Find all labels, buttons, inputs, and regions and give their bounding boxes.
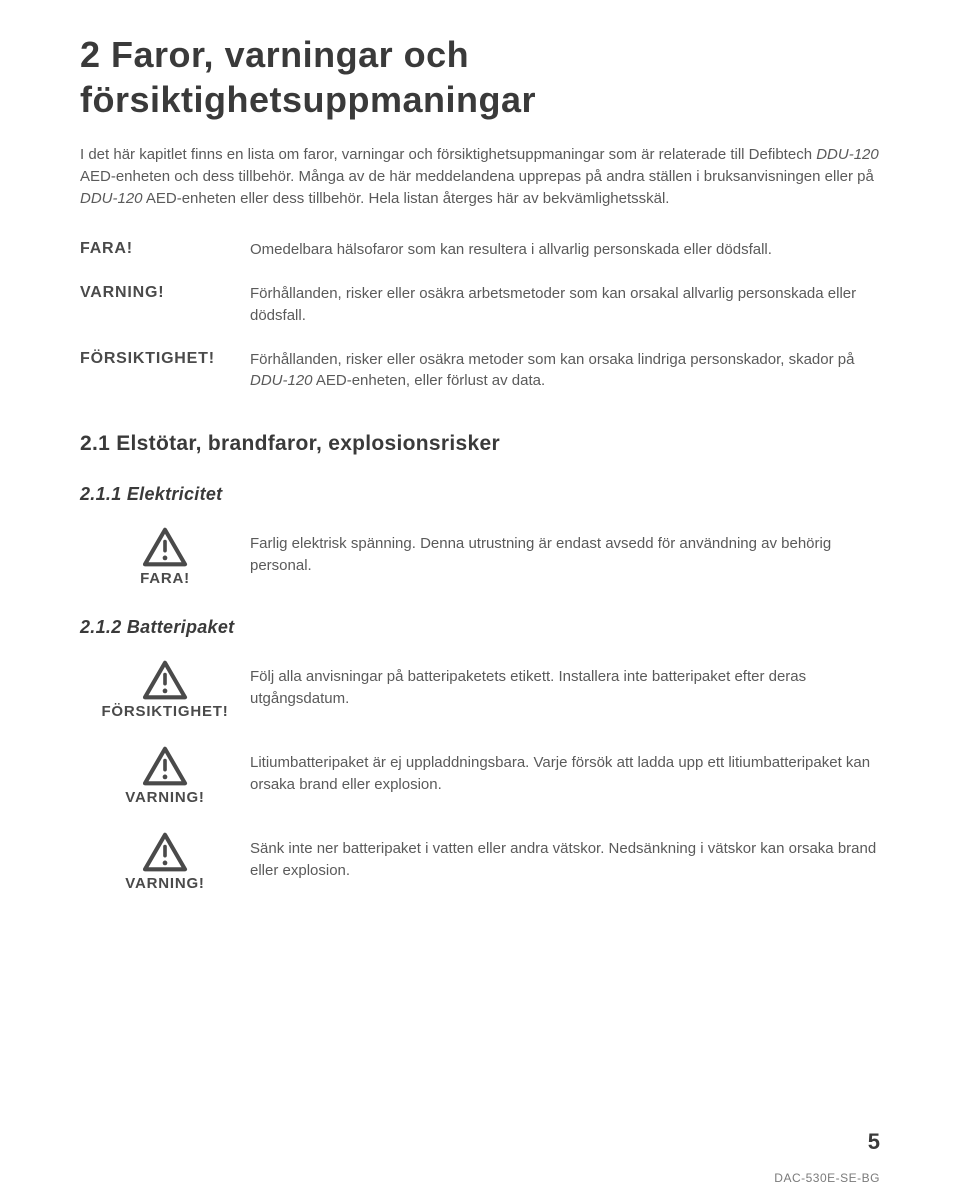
warning-icon-block: FARA! <box>80 527 250 587</box>
section-2-1-heading: 2.1 Elstötar, brandfaror, explosionsrisk… <box>80 432 880 456</box>
intro-model-1: DDU-120 <box>816 146 879 163</box>
warning-triangle-icon <box>142 660 188 700</box>
chapter-title-line1: 2 Faror, varningar och <box>80 34 469 75</box>
warning-row-varning-water: VARNING! Sänk inte ner batteripaket i va… <box>80 832 880 892</box>
intro-paragraph: I det här kapitlet finns en lista om far… <box>80 144 880 209</box>
warning-row-fara-electricity: FARA! Farlig elektrisk spänning. Denna u… <box>80 527 880 587</box>
warning-text: Följ alla anvisningar på batteripaketets… <box>250 660 880 710</box>
warning-label: VARNING! <box>125 875 204 892</box>
section-2-1-2-heading: 2.1.2 Batteripaket <box>80 617 880 638</box>
warning-icon-block: VARNING! <box>80 746 250 806</box>
warning-text: Sänk inte ner batteripaket i vatten elle… <box>250 832 880 882</box>
definition-label: FÖRSIKTIGHET! <box>80 349 250 393</box>
warning-label: VARNING! <box>125 789 204 806</box>
document-code: DAC-530E-SE-BG <box>774 1171 880 1185</box>
warning-row-forsiktighet-battery: FÖRSIKTIGHET! Följ alla anvisningar på b… <box>80 660 880 720</box>
definition-text: Omedelbara hälsofaror som kan resultera … <box>250 239 880 261</box>
chapter-title: 2 Faror, varningar och försiktighetsuppm… <box>80 32 880 122</box>
warning-triangle-icon <box>142 832 188 872</box>
definition-text: Förhållanden, risker eller osäkra arbets… <box>250 283 880 327</box>
warning-triangle-icon <box>142 746 188 786</box>
definition-forsiktighet: FÖRSIKTIGHET! Förhållanden, risker eller… <box>80 349 880 393</box>
warning-icon-block: VARNING! <box>80 832 250 892</box>
intro-model-2: DDU-120 <box>80 190 143 207</box>
intro-text: AED-enheten och dess tillbehör. Många av… <box>80 168 874 185</box>
definition-text-part: Förhållanden, risker eller osäkra metode… <box>250 351 854 368</box>
definition-fara: FARA! Omedelbara hälsofaror som kan resu… <box>80 239 880 261</box>
warning-label: FÖRSIKTIGHET! <box>101 703 228 720</box>
warning-icon-block: FÖRSIKTIGHET! <box>80 660 250 720</box>
definition-label: FARA! <box>80 239 250 261</box>
definition-label: VARNING! <box>80 283 250 327</box>
warning-label: FARA! <box>140 570 190 587</box>
definition-varning: VARNING! Förhållanden, risker eller osäk… <box>80 283 880 327</box>
chapter-title-line2: försiktighetsuppmaningar <box>80 79 536 120</box>
section-2-1-1-heading: 2.1.1 Elektricitet <box>80 484 880 505</box>
warning-triangle-icon <box>142 527 188 567</box>
warning-text: Litiumbatteripaket är ej uppladdningsbar… <box>250 746 880 796</box>
definition-text-part: AED-enheten, eller förlust av data. <box>313 372 546 389</box>
definition-text: Förhållanden, risker eller osäkra metode… <box>250 349 880 393</box>
warning-text: Farlig elektrisk spänning. Denna utrustn… <box>250 527 880 577</box>
intro-text: AED-enheten eller dess tillbehör. Hela l… <box>143 190 670 207</box>
definition-model: DDU-120 <box>250 372 313 389</box>
warning-row-varning-lithium: VARNING! Litiumbatteripaket är ej upplad… <box>80 746 880 806</box>
page-number: 5 <box>868 1129 880 1155</box>
intro-text: I det här kapitlet finns en lista om far… <box>80 146 816 163</box>
